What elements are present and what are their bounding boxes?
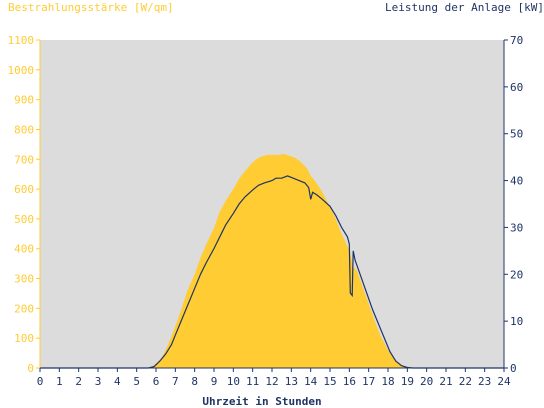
left-tick-label: 400 [14,243,34,256]
x-tick-label: 10 [227,375,240,388]
right-tick-label: 60 [510,81,523,94]
x-tick-label: 19 [401,375,414,388]
x-tick-label: 8 [191,375,198,388]
left-tick-label: 1100 [8,34,35,47]
x-tick-label: 4 [114,375,121,388]
x-tick-label: 6 [153,375,160,388]
right-tick-label: 20 [510,268,523,281]
x-tick-label: 24 [497,375,511,388]
series-area-irradiance [40,153,504,368]
x-tick-label: 14 [304,375,318,388]
x-tick-label: 11 [246,375,259,388]
x-tick-label: 9 [211,375,218,388]
left-tick-label: 600 [14,183,34,196]
right-tick-label: 70 [510,34,523,47]
x-tick-label: 3 [95,375,102,388]
x-tick-label: 21 [439,375,452,388]
right-axis-title: Leistung der Anlage [kW] [385,1,544,14]
left-tick-label: 0 [27,362,34,375]
x-tick-label: 13 [285,375,298,388]
x-tick-label: 23 [478,375,491,388]
x-tick-label: 20 [420,375,433,388]
right-tick-label: 50 [510,128,523,141]
x-tick-label: 22 [459,375,472,388]
x-tick-label: 16 [343,375,356,388]
x-tick-label: 1 [56,375,63,388]
left-axis-title: Bestrahlungsstärke [W/qm] [8,1,174,14]
left-tick-label: 500 [14,213,34,226]
left-tick-label: 100 [14,332,34,345]
x-tick-label: 17 [362,375,375,388]
x-tick-label: 18 [381,375,394,388]
right-tick-label: 10 [510,315,523,328]
left-tick-label: 700 [14,153,34,166]
left-tick-label: 200 [14,302,34,315]
left-tick-label: 300 [14,273,34,286]
x-axis-title: Uhrzeit in Stunden [202,395,321,408]
left-tick-label: 1000 [8,64,35,77]
x-tick-label: 12 [265,375,278,388]
x-tick-label: 5 [133,375,140,388]
x-tick-label: 0 [37,375,44,388]
left-tick-label: 800 [14,123,34,136]
right-tick-label: 30 [510,221,523,234]
right-tick-label: 40 [510,175,523,188]
x-tick-label: 7 [172,375,179,388]
x-tick-label: 2 [75,375,82,388]
left-tick-label: 900 [14,94,34,107]
series-line-power [40,175,504,369]
right-tick-label: 0 [510,362,517,375]
x-tick-label: 15 [323,375,336,388]
